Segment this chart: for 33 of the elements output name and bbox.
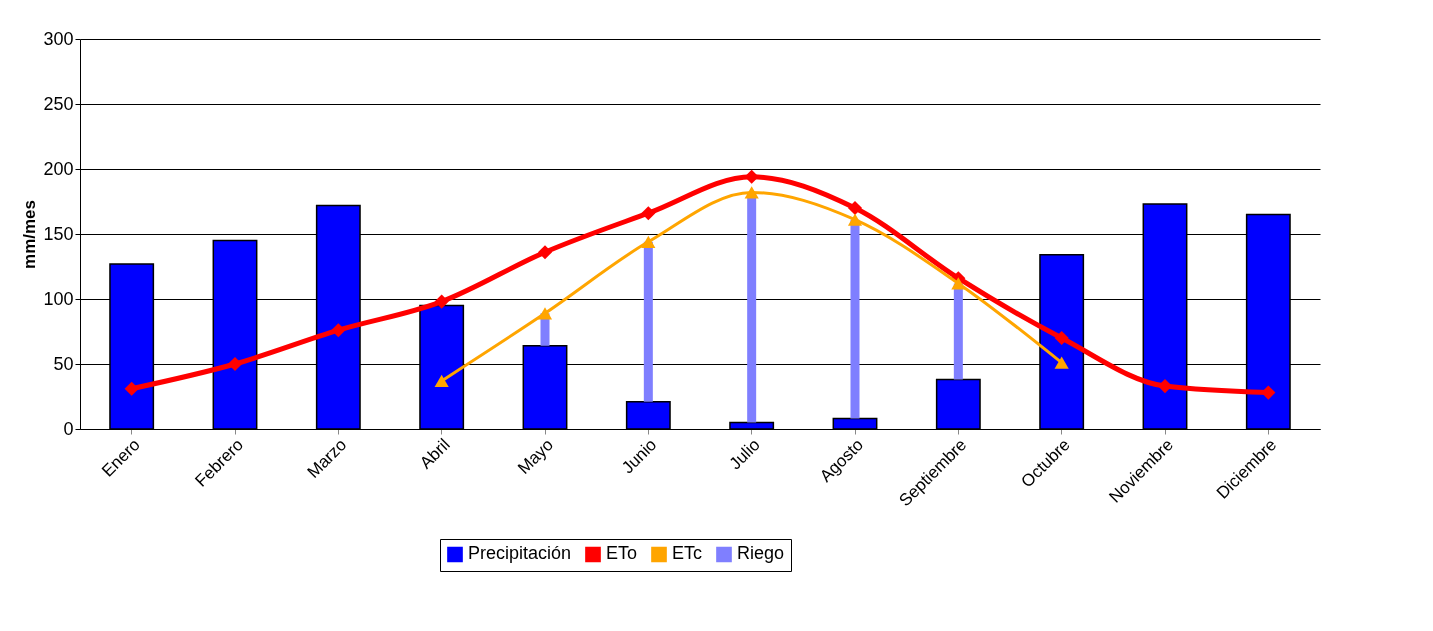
y-tick-label: 250: [43, 93, 74, 114]
y-axis-title: mm/mes: [20, 200, 40, 269]
point: [1054, 330, 1069, 346]
legend-label: Riego: [737, 543, 785, 564]
bar: [643, 241, 653, 402]
point: [1157, 379, 1173, 394]
point: [227, 356, 243, 372]
legend-label: ETo: [606, 543, 638, 564]
y-tick-label: 100: [43, 288, 74, 309]
point: [434, 374, 449, 388]
point: [434, 294, 449, 309]
point: [847, 200, 863, 216]
point: [744, 186, 759, 199]
y-tick-label: 200: [43, 158, 74, 179]
bar: [953, 283, 963, 380]
y-tick-label: 150: [43, 223, 74, 244]
legend-label: Precipitación: [468, 543, 572, 564]
x-tick-label: Julio: [725, 435, 764, 474]
point: [641, 206, 656, 221]
point: [847, 213, 863, 226]
point: [951, 277, 966, 290]
point: [1261, 385, 1276, 400]
y-tick-label: 50: [53, 353, 74, 374]
point: [537, 307, 553, 320]
point: [744, 169, 759, 184]
legend-label: ETc: [672, 543, 703, 564]
y-tick-label: 300: [43, 28, 74, 49]
point: [124, 381, 139, 396]
point: [331, 323, 346, 338]
point: [641, 235, 656, 248]
point: [1054, 356, 1069, 369]
y-tick-label: 0: [63, 418, 74, 439]
point: [537, 245, 553, 260]
